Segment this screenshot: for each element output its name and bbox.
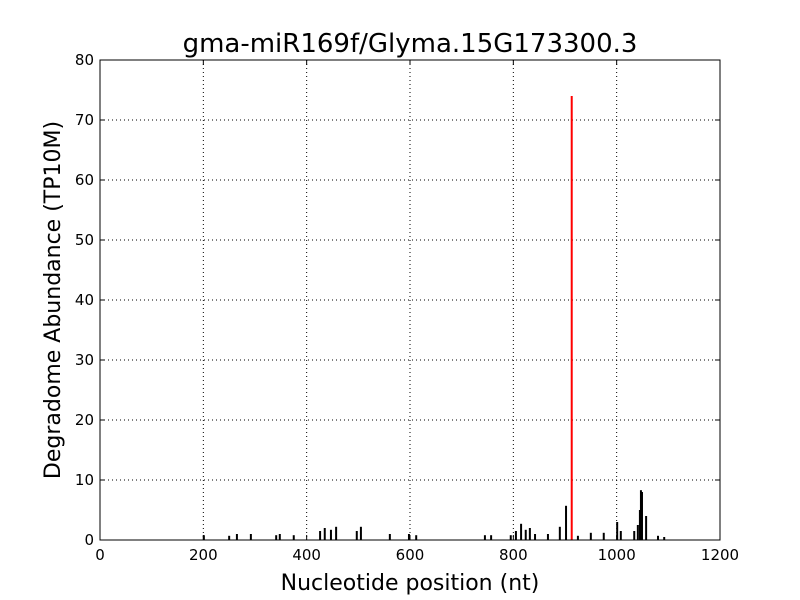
y-tick-label: 70: [75, 111, 94, 129]
y-tick-label: 0: [84, 531, 94, 549]
chart-title: gma-miR169f/Glyma.15G173300.3: [183, 29, 638, 59]
y-axis-label: Degradome Abundance (TP10M): [41, 121, 66, 479]
x-tick-label: 600: [396, 546, 425, 564]
y-tick-label: 10: [75, 471, 94, 489]
x-axis-label: Nucleotide position (nt): [281, 571, 540, 596]
x-tick-label: 1200: [701, 546, 739, 564]
y-tick-label: 40: [75, 291, 94, 309]
y-tick-label: 20: [75, 411, 94, 429]
y-tick-label: 50: [75, 231, 94, 249]
x-tick-label: 0: [95, 546, 105, 564]
y-tick-label: 60: [75, 171, 94, 189]
x-tick-label: 200: [189, 546, 218, 564]
plot-frame: [99, 59, 721, 541]
x-tick-label: 400: [292, 546, 321, 564]
x-tick-label: 800: [499, 546, 528, 564]
x-tick-label: 1000: [598, 546, 636, 564]
y-tick-label: 30: [75, 351, 94, 369]
y-tick-label: 80: [75, 51, 94, 69]
